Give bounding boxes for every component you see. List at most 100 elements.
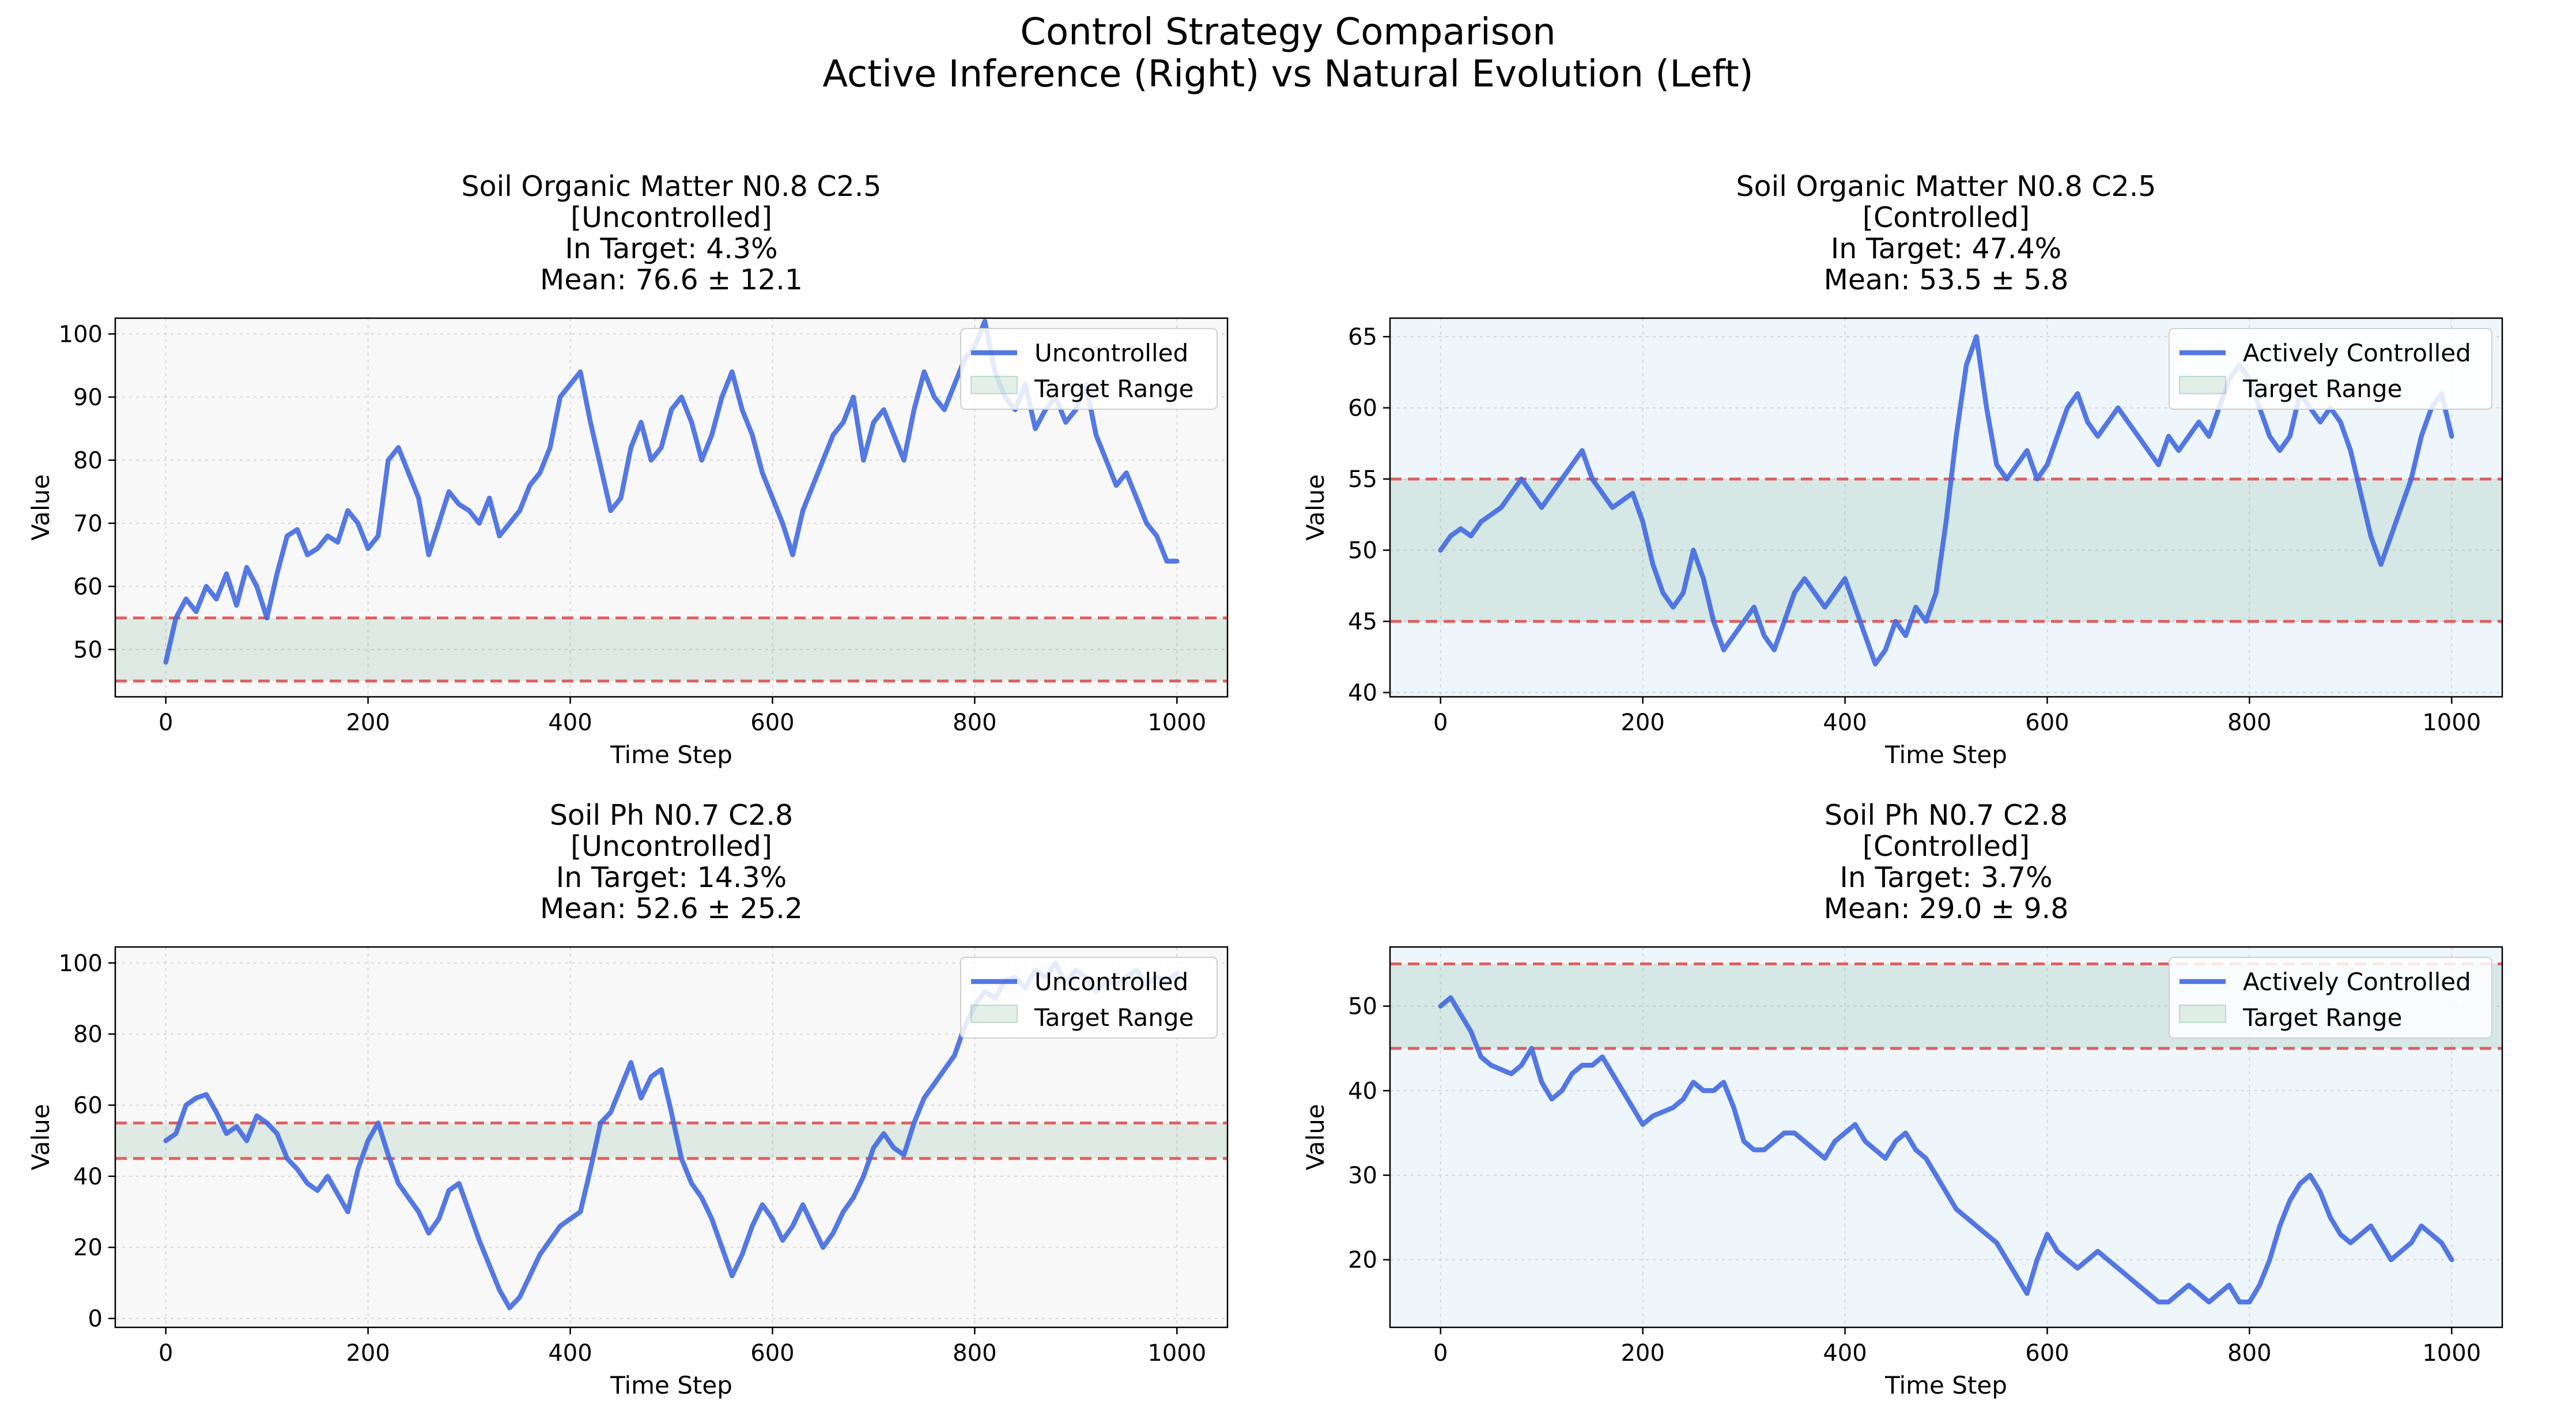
y-tick-label: 40 [1348,680,1377,707]
plot-area [115,960,1227,1311]
x-axis-label: Time Step [1884,741,2007,769]
subplot-title-line: Soil Organic Matter N0.8 C2.5 [1736,170,2156,203]
x-tick-label: 800 [2227,1340,2271,1367]
x-tick-label: 1000 [1147,1340,1206,1367]
subplot-title-line: In Target: 47.4% [1831,232,2061,265]
x-tick-label: 600 [2025,710,2069,736]
x-tick-label: 0 [158,710,173,736]
x-tick-label: 800 [953,710,996,736]
y-tick-label: 100 [59,950,103,977]
subplot-3: 0 200 400 600 800 1000 0 20 40 60 80 100 Time Step Va… [27,799,1229,1399]
x-tick-label: 0 [158,1340,173,1367]
axes-frame [114,946,1229,1329]
subplot-title-line: Soil Organic Matter N0.8 C2.5 [462,170,882,203]
x-tick-label: 1000 [2422,1340,2481,1367]
plot-area [1390,334,2502,667]
y-axis-label: Value [1301,474,1329,541]
subplot-2: 0 200 400 600 800 1000 40 45 50 55 60 65 Time Step Va… [1301,170,2503,769]
y-tick-label: 40 [73,1164,103,1190]
subplot-title-line: [Uncontrolled] [571,830,772,863]
x-tick-label: 0 [1433,1340,1448,1367]
legend-entry: Target Range [1034,1003,1193,1032]
subplot-4: 0 200 400 600 800 1000 20 30 40 50 Time Step Value S… [1301,799,2503,1399]
x-tick-label: 200 [346,710,390,736]
x-tick-label: 1000 [2422,710,2481,736]
legend-entry: Uncontrolled [1034,339,1188,367]
target-range-band [115,618,1227,681]
y-tick-label: 80 [73,1021,103,1048]
subplot-title-line: In Target: 4.3% [565,232,777,265]
x-tick-label: 600 [750,1340,794,1367]
axes-frame [1389,946,2503,1329]
y-tick-label: 50 [1348,994,1377,1020]
y-tick-label: 90 [73,384,103,411]
y-tick-label: 20 [1348,1247,1377,1274]
x-tick-label: 200 [1621,1340,1664,1367]
y-tick-label: 60 [1348,395,1377,422]
legend-box [960,957,1218,1039]
legend: Uncontrolled Target Range [960,328,1218,410]
legend-box [2169,957,2492,1039]
plot-area [115,319,1227,683]
legend-box [2169,328,2492,410]
legend-band-swatch [2179,376,2226,394]
subplot-title-line: [Controlled] [1863,830,2030,863]
subplot-title-line: [Uncontrolled] [571,201,772,234]
legend-entry: Target Range [2242,375,2402,403]
legend-entry: Actively Controlled [2243,339,2471,367]
x-axis-label: Time Step [610,741,732,769]
subplot-title-line: Soil Ph N0.7 C2.8 [1825,799,2068,832]
target-range-band [115,1123,1227,1159]
legend: Uncontrolled Target Range [960,957,1218,1039]
series-line [1438,334,2454,667]
legend-band-swatch [2179,1005,2226,1023]
subplot-title-line: In Target: 14.3% [556,861,787,894]
x-tick-label: 400 [1823,710,1867,736]
axes-frame [114,317,1229,698]
figure-title-line1: Control Strategy Comparison [1020,11,1555,54]
legend-entry: Target Range [1034,375,1193,403]
subplot-title-line: Mean: 29.0 ± 9.8 [1824,892,2069,925]
subplot-title-line: Mean: 76.6 ± 12.1 [540,263,803,296]
legend-entry: Target Range [2242,1003,2402,1032]
y-tick-label: 65 [1348,324,1377,350]
y-axis-label: Value [27,1104,55,1170]
y-tick-label: 60 [73,1092,103,1119]
legend-box [960,328,1218,410]
y-tick-label: 30 [1348,1163,1377,1189]
x-tick-label: 800 [953,1340,996,1367]
subplot-1: 0 200 400 600 800 1000 50 60 70 80 90 100 Time Step V… [27,170,1229,769]
x-tick-label: 400 [548,1340,592,1367]
x-tick-label: 400 [548,710,592,736]
y-tick-label: 100 [59,321,103,348]
y-tick-label: 40 [1348,1078,1377,1104]
x-tick-label: 1000 [1147,710,1206,736]
y-tick-label: 70 [73,511,103,537]
y-tick-label: 20 [73,1235,103,1261]
figure-title-line2: Active Inference (Right) vs Natural Evol… [822,53,1753,96]
y-axis-label: Value [1301,1104,1329,1170]
axes-frame [1389,317,2503,698]
y-axis-label: Value [27,474,55,541]
subplot-title-line: In Target: 3.7% [1840,861,2052,894]
legend-band-swatch [970,1005,1018,1023]
subplot-title-line: [Controlled] [1863,201,2030,234]
y-tick-label: 60 [73,573,103,600]
x-tick-label: 600 [2025,1340,2069,1367]
x-tick-label: 200 [346,1340,390,1367]
y-tick-label: 80 [73,447,103,474]
x-axis-label: Time Step [610,1371,732,1399]
y-tick-label: 50 [1348,538,1377,564]
legend-entry: Uncontrolled [1034,968,1188,996]
target-range-band [1390,479,2502,622]
y-tick-label: 0 [88,1306,103,1333]
x-tick-label: 400 [1823,1340,1867,1367]
legend-band-swatch [970,376,1018,394]
subplot-title-line: Mean: 53.5 ± 5.8 [1824,263,2069,296]
legend: Actively Controlled Target Range [2169,957,2492,1039]
x-tick-label: 0 [1433,710,1448,736]
x-axis-label: Time Step [1884,1371,2007,1399]
y-tick-label: 45 [1348,609,1377,635]
